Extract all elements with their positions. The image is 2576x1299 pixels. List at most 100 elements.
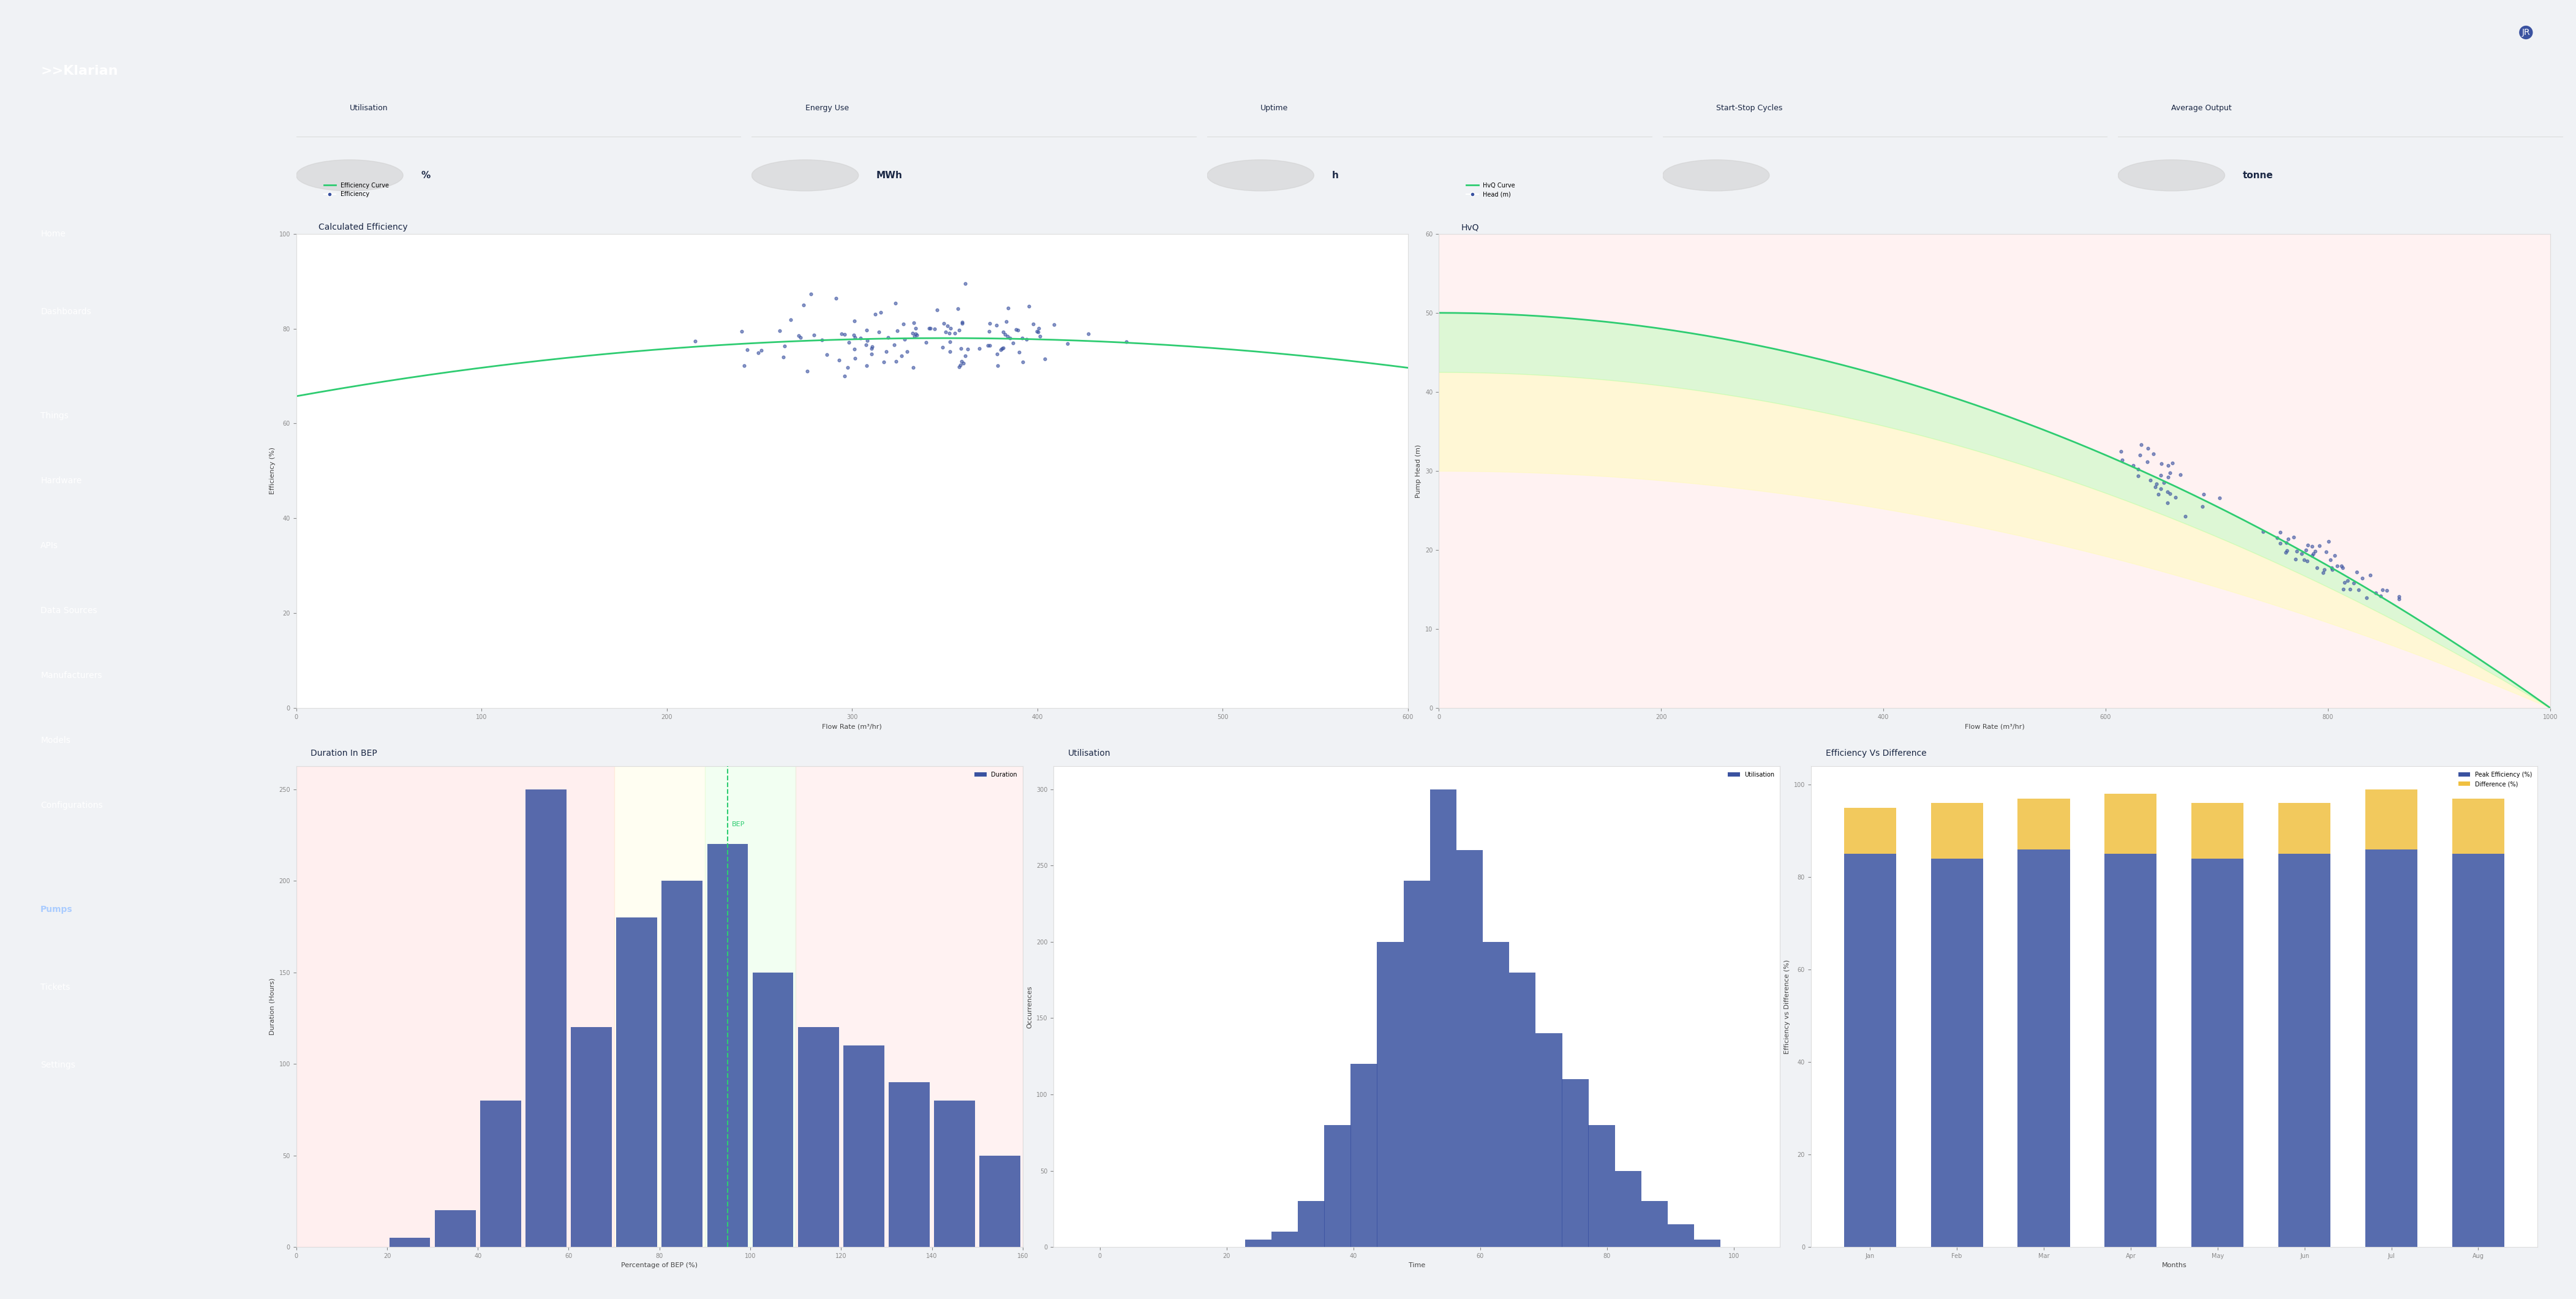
Head (m) (2099, 440, 2141, 461)
Efficiency (1018, 318, 1059, 339)
Efficiency (891, 357, 933, 378)
Efficiency (997, 320, 1038, 340)
Head (m) (2334, 573, 2375, 594)
Y-axis label: Efficiency vs Difference (%): Efficiency vs Difference (%) (1785, 960, 1790, 1053)
Efficiency (896, 318, 938, 339)
Bar (526, 790, 567, 1247)
Head (m) (2324, 578, 2365, 599)
Efficiency (770, 309, 811, 330)
Text: Settings: Settings (41, 1061, 75, 1069)
Efficiency (726, 339, 768, 360)
Y-axis label: Pump Head (m): Pump Head (m) (1417, 444, 1422, 498)
HvQ Curve (2478, 661, 2509, 677)
Bar (613, 766, 706, 1247)
Head (m) (2303, 562, 2344, 583)
Efficiency (840, 327, 881, 348)
Efficiency Curve (945, 330, 976, 346)
Text: Calculated Efficiency: Calculated Efficiency (319, 223, 407, 231)
Head (m) (2321, 556, 2362, 577)
Y-axis label: Efficiency (%): Efficiency (%) (270, 447, 276, 495)
Head (m) (2120, 446, 2161, 466)
Legend: Efficiency Curve, Efficiency: Efficiency Curve, Efficiency (322, 179, 392, 200)
Text: Home: Home (41, 230, 64, 238)
Bar (2017, 850, 2071, 1247)
Efficiency (938, 320, 979, 340)
Text: Start-Stop Cycles: Start-Stop Cycles (1716, 104, 1783, 112)
Efficiency (992, 333, 1033, 353)
Efficiency (853, 336, 894, 357)
Efficiency (1015, 321, 1056, 342)
Bar (979, 1156, 1020, 1247)
HvQ Curve (2439, 635, 2470, 651)
Efficiency (876, 321, 917, 342)
Head (m) (2308, 531, 2349, 552)
Efficiency (927, 316, 969, 336)
Head (m) (2102, 449, 2143, 470)
Efficiency (1020, 326, 1061, 347)
HvQ Curve (1468, 305, 1499, 321)
Head (m) (2156, 487, 2197, 508)
Head (m) (2182, 496, 2223, 517)
Efficiency (801, 330, 842, 351)
Efficiency (1010, 296, 1051, 317)
Efficiency (1033, 314, 1074, 335)
Efficiency (891, 323, 933, 344)
Efficiency (806, 344, 848, 365)
Text: Average Output: Average Output (2172, 104, 2231, 112)
Head (m) (2138, 483, 2179, 504)
Bar (389, 1238, 430, 1247)
Text: Pumps: Pumps (41, 905, 72, 913)
Efficiency (824, 365, 866, 386)
Efficiency (930, 342, 971, 362)
Bar (1510, 973, 1535, 1247)
Text: JR: JR (2522, 29, 2530, 36)
Circle shape (1208, 160, 1314, 191)
Head (m) (2146, 492, 2187, 513)
Bar (1298, 1202, 1324, 1247)
Efficiency (925, 322, 966, 343)
Efficiency (969, 335, 1010, 356)
Bar (1932, 803, 1984, 859)
Bar (296, 766, 613, 1247)
Bar (1844, 808, 1896, 853)
Efficiency (1105, 331, 1146, 352)
Head (m) (2324, 572, 2365, 592)
Head (m) (2306, 542, 2347, 562)
Efficiency (981, 322, 1023, 343)
Bar (2452, 799, 2504, 853)
Bar (1273, 1231, 1298, 1247)
Efficiency (778, 325, 819, 346)
Head (m) (2287, 535, 2329, 556)
Efficiency (876, 351, 917, 372)
Efficiency (721, 321, 762, 342)
Efficiency (863, 352, 904, 373)
Efficiency (884, 329, 925, 349)
Text: Energy Use: Energy Use (806, 104, 848, 112)
Efficiency (948, 339, 989, 360)
Bar (1350, 1064, 1378, 1247)
Efficiency (981, 338, 1023, 359)
Bar (2105, 853, 2156, 1247)
Bar (1932, 859, 1984, 1247)
Head (m) (2354, 582, 2396, 603)
Efficiency (943, 312, 984, 333)
Head (m) (2141, 465, 2182, 486)
HvQ Curve (1492, 307, 1522, 322)
Bar (796, 766, 1023, 1247)
Head (m) (2360, 586, 2401, 607)
Head (m) (2347, 587, 2388, 608)
Head (m) (2311, 557, 2352, 578)
X-axis label: Flow Rate (m³/hr): Flow Rate (m³/hr) (1965, 724, 2025, 730)
Head (m) (2151, 453, 2192, 474)
Efficiency (827, 333, 868, 353)
Text: Manufacturers: Manufacturers (41, 672, 103, 679)
Head (m) (2184, 483, 2226, 504)
Head (m) (2326, 570, 2367, 591)
Head (m) (2164, 505, 2205, 526)
Head (m) (2259, 533, 2300, 553)
Head (m) (2313, 546, 2354, 566)
Head (m) (2117, 459, 2159, 479)
Head (m) (2336, 562, 2378, 583)
Efficiency (909, 318, 951, 339)
Circle shape (2117, 160, 2226, 191)
